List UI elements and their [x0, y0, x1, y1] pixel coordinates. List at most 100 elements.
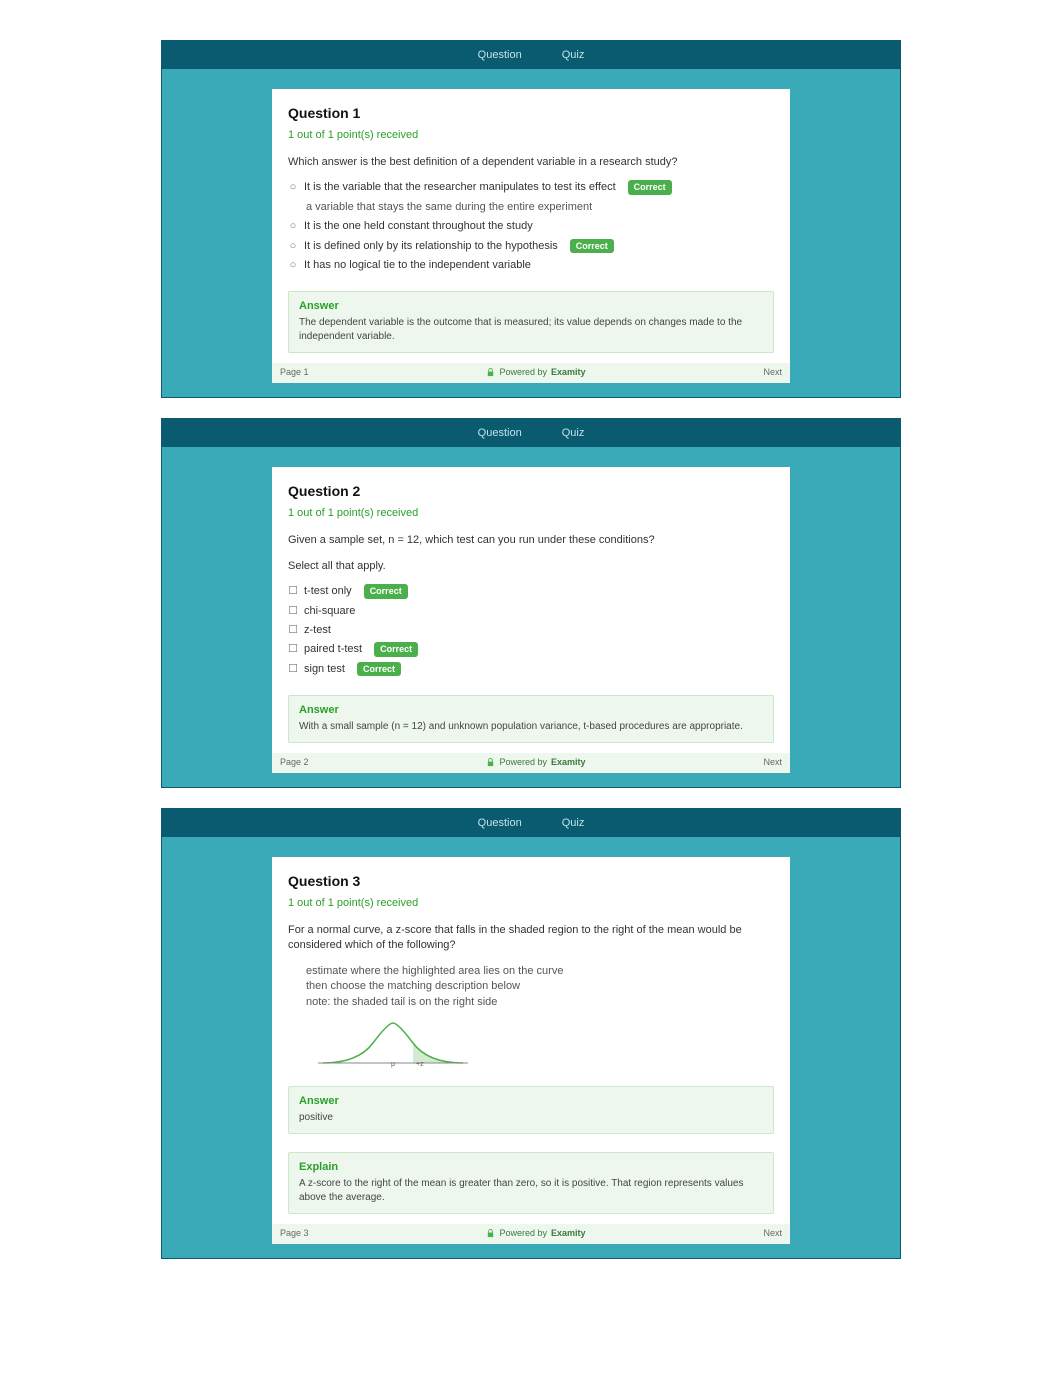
answer-block: Answer With a small sample (n = 12) and … — [288, 695, 774, 743]
topbar-link-quiz[interactable]: Quiz — [562, 49, 585, 61]
normal-curve-diagram: μ +z — [318, 1018, 774, 1068]
question-text: Which answer is the best definition of a… — [288, 155, 774, 170]
radio-icon: ○ — [288, 239, 298, 254]
curve-shade — [413, 1043, 463, 1063]
answer-body: A z-score to the right of the mean is gr… — [299, 1177, 763, 1205]
footer-page: Page 3 — [280, 1228, 309, 1238]
quiz-card: Question Quiz Question 1 1 out of 1 poin… — [161, 40, 901, 398]
choice-text: It is defined only by its relationship t… — [304, 239, 558, 254]
radio-icon: ○ — [288, 219, 298, 234]
answer-title: Answer — [299, 1095, 763, 1107]
question-header: Question 2 — [288, 483, 774, 499]
choice-row[interactable]: ○ It is the one held constant throughout… — [288, 219, 774, 234]
correct-pill: Correct — [357, 662, 401, 677]
checkbox-icon: ☐ — [288, 623, 298, 638]
checkbox-icon: ☐ — [288, 604, 298, 619]
choice-row[interactable]: ☐ sign test Correct — [288, 662, 774, 677]
question-note: note: the shaded tail is on the right si… — [306, 995, 774, 1010]
topbar-link-question[interactable]: Question — [478, 427, 522, 439]
question-note: then choose the matching description bel… — [306, 979, 774, 994]
question-body: Given a sample set, n = 12, which test c… — [288, 533, 774, 574]
choice-row[interactable]: ○ It is the variable that the researcher… — [288, 180, 774, 195]
question-text: For a normal curve, a z-score that falls… — [288, 923, 774, 954]
topbar: Question Quiz — [162, 809, 900, 837]
powered-name: Examity — [551, 1228, 586, 1238]
lock-icon — [486, 1229, 495, 1238]
question-points: 1 out of 1 point(s) received — [288, 897, 774, 909]
lock-icon — [486, 368, 495, 377]
choice-text: t-test only — [304, 584, 352, 599]
question-note: estimate where the highlighted area lies… — [306, 964, 774, 979]
correct-pill: Correct — [570, 239, 614, 254]
checkbox-icon: ☐ — [288, 642, 298, 657]
choice-row[interactable]: ☐ z-test — [288, 623, 774, 638]
question-text: Select all that apply. — [288, 559, 774, 574]
radio-icon: ○ — [288, 258, 298, 273]
answer-body: positive — [299, 1111, 763, 1125]
answer-title: Answer — [299, 300, 763, 312]
question-panel: Question 2 1 out of 1 point(s) received … — [272, 467, 790, 753]
choice-row[interactable]: ○ It has no logical tie to the independe… — [288, 258, 774, 273]
choice-text: It is the variable that the researcher m… — [304, 180, 616, 195]
card-footer: Page 3 Powered by Examity Next — [272, 1224, 790, 1244]
topbar-link-question[interactable]: Question — [478, 49, 522, 61]
footer-next[interactable]: Next — [763, 757, 782, 767]
choice-text: sign test — [304, 662, 345, 677]
powered-by: Powered by Examity — [486, 757, 585, 767]
answer-title: Answer — [299, 704, 763, 716]
powered-by: Powered by Examity — [486, 1228, 585, 1238]
footer-page: Page 2 — [280, 757, 309, 767]
powered-label: Powered by — [499, 1228, 547, 1238]
powered-name: Examity — [551, 367, 586, 377]
question-body: Which answer is the best definition of a… — [288, 155, 774, 170]
answer-block: Answer positive — [288, 1086, 774, 1134]
correct-pill: Correct — [364, 584, 408, 599]
choice-text: It is the one held constant throughout t… — [304, 219, 533, 234]
question-header: Question 3 — [288, 873, 774, 889]
topbar: Question Quiz — [162, 41, 900, 69]
topbar: Question Quiz — [162, 419, 900, 447]
choice-text: It has no logical tie to the independent… — [304, 258, 531, 273]
footer-next[interactable]: Next — [763, 1228, 782, 1238]
powered-label: Powered by — [499, 757, 547, 767]
lock-icon — [486, 758, 495, 767]
question-panel: Question 3 1 out of 1 point(s) received … — [272, 857, 790, 1224]
choice-row[interactable]: ☐ t-test only Correct — [288, 584, 774, 599]
question-points: 1 out of 1 point(s) received — [288, 129, 774, 141]
footer-next[interactable]: Next — [763, 367, 782, 377]
choice-list: ○ It is the variable that the researcher… — [288, 180, 774, 273]
card-footer: Page 2 Powered by Examity Next — [272, 753, 790, 773]
curve-path — [323, 1023, 463, 1063]
powered-by: Powered by Examity — [486, 367, 585, 377]
card-footer: Page 1 Powered by Examity Next — [272, 363, 790, 383]
choice-text: paired t-test — [304, 642, 362, 657]
topbar-link-question[interactable]: Question — [478, 817, 522, 829]
quiz-card: Question Quiz Question 2 1 out of 1 poin… — [161, 418, 901, 788]
page: Question Quiz Question 1 1 out of 1 poin… — [161, 40, 901, 1259]
topbar-link-quiz[interactable]: Quiz — [562, 817, 585, 829]
answer-body: The dependent variable is the outcome th… — [299, 316, 763, 344]
radio-icon: ○ — [288, 180, 298, 195]
choice-row[interactable]: ○ It is defined only by its relationship… — [288, 239, 774, 254]
checkbox-icon: ☐ — [288, 662, 298, 677]
correct-pill: Correct — [628, 180, 672, 195]
choice-note: a variable that stays the same during th… — [306, 200, 774, 215]
correct-pill: Correct — [374, 642, 418, 657]
powered-name: Examity — [551, 757, 586, 767]
choice-row[interactable]: ☐ paired t-test Correct — [288, 642, 774, 657]
question-text: Given a sample set, n = 12, which test c… — [288, 533, 774, 548]
answer-body: With a small sample (n = 12) and unknown… — [299, 720, 763, 734]
answer-title: Explain — [299, 1161, 763, 1173]
answer-block: Explain A z-score to the right of the me… — [288, 1152, 774, 1214]
powered-label: Powered by — [499, 367, 547, 377]
choice-text: chi-square — [304, 604, 355, 619]
quiz-card: Question Quiz Question 3 1 out of 1 poin… — [161, 808, 901, 1259]
footer-page: Page 1 — [280, 367, 309, 377]
checkbox-icon: ☐ — [288, 584, 298, 599]
topbar-link-quiz[interactable]: Quiz — [562, 427, 585, 439]
question-points: 1 out of 1 point(s) received — [288, 507, 774, 519]
question-header: Question 1 — [288, 105, 774, 121]
choice-list: ☐ t-test only Correct ☐ chi-square ☐ z-t… — [288, 584, 774, 677]
question-panel: Question 1 1 out of 1 point(s) received … — [272, 89, 790, 363]
choice-row[interactable]: ☐ chi-square — [288, 604, 774, 619]
